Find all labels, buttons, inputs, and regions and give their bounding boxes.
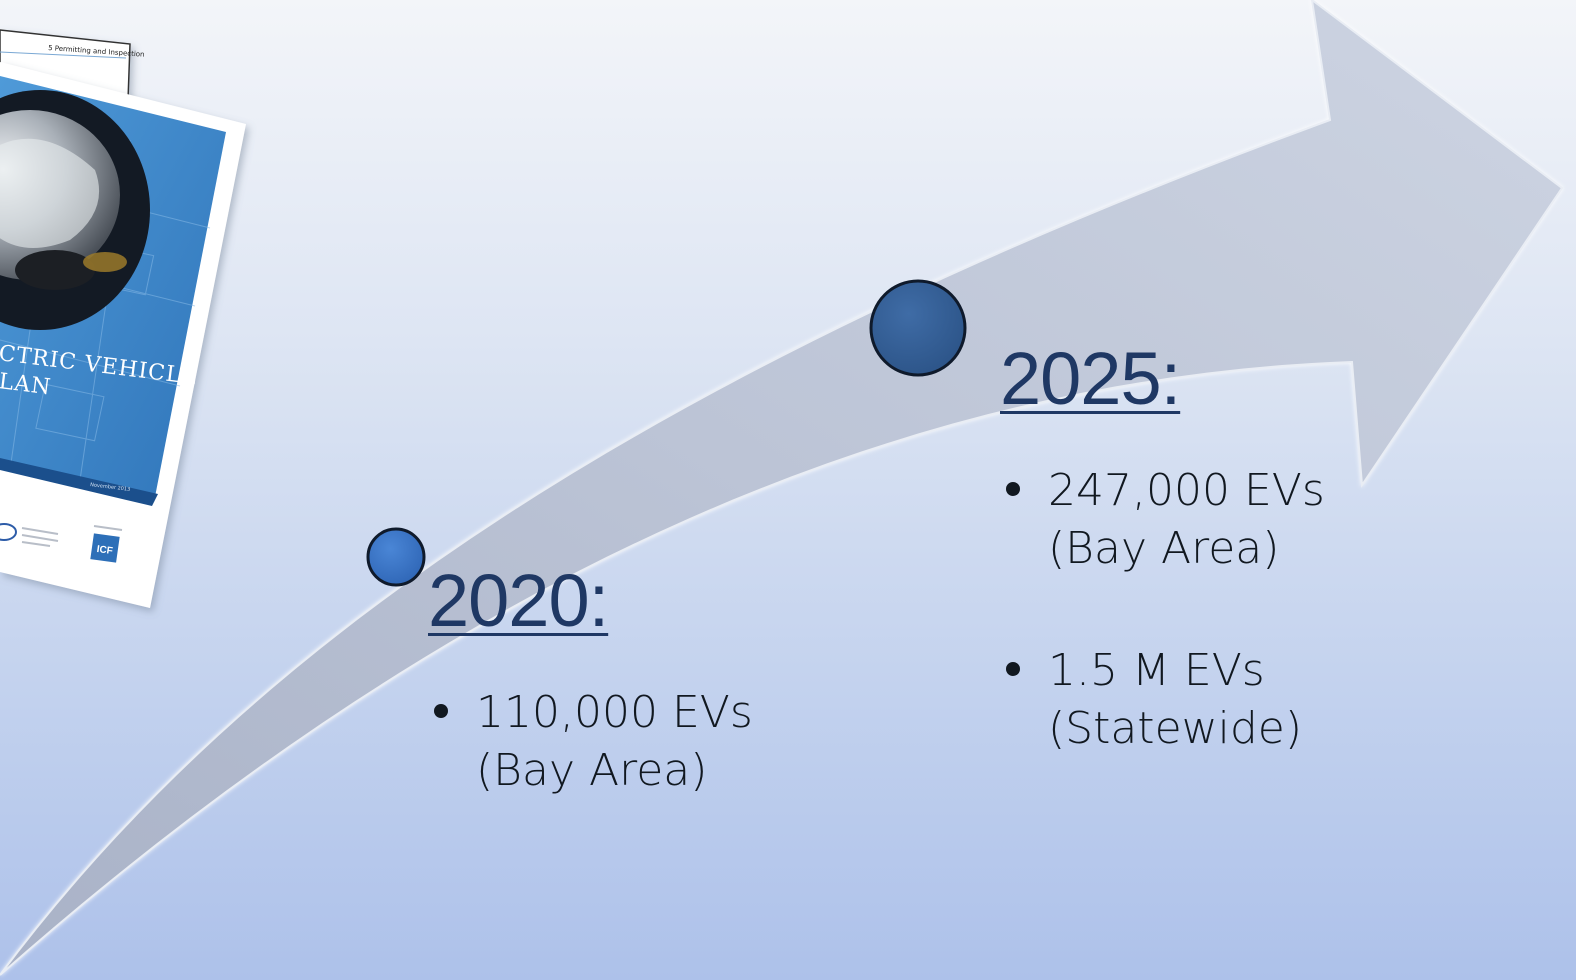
report-title-line2: LAN [0, 369, 53, 400]
milestone-2025-marker [869, 279, 967, 377]
milestone-2020-list: 110,000 EVs (Bay Area) [428, 684, 753, 800]
milestone-item-region: (Bay Area) [476, 745, 708, 796]
milestone-2025-list: 247,000 EVs (Bay Area) 1.5 M EVs (Statew… [1000, 462, 1325, 758]
report-front-cover: CTRIC VEHICLE LAN November 2013 ICF [0, 62, 246, 608]
milestone-item-region: (Statewide) [1048, 703, 1303, 754]
milestone-item-value: 1.5 M EVs [1048, 645, 1265, 696]
icf-logo-text: ICF [96, 544, 113, 557]
bullet-icon [1006, 482, 1020, 496]
icf-logo [90, 533, 120, 563]
report-cover-image: 5 Permitting and Inspection CTR [0, 29, 246, 608]
milestone-2025-item-statewide: 1.5 M EVs (Statewide) [1000, 642, 1325, 758]
report-date: November 2013 [90, 482, 131, 493]
milestone-item-value: 110,000 EVs [476, 687, 753, 738]
bullet-icon [1006, 662, 1020, 676]
milestone-2025-item-bay-area: 247,000 EVs (Bay Area) [1000, 462, 1325, 578]
milestone-2020-item: 110,000 EVs (Bay Area) [428, 684, 753, 800]
milestone-2020-marker [366, 527, 426, 587]
milestone-2025-year: 2025: [1000, 337, 1181, 420]
bullet-icon [434, 704, 448, 718]
milestone-item-value: 247,000 EVs [1048, 465, 1325, 516]
milestone-item-region: (Bay Area) [1048, 523, 1280, 574]
milestone-2020-year: 2020: [428, 559, 609, 642]
